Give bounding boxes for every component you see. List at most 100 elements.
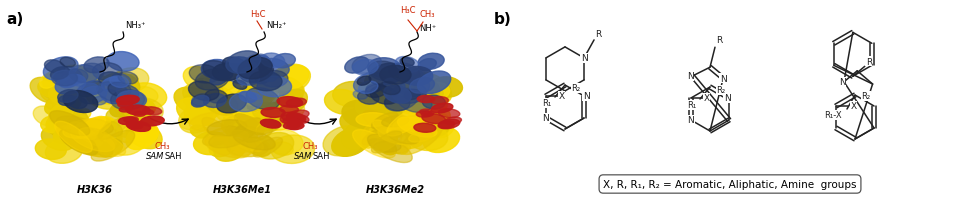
Ellipse shape	[30, 78, 63, 104]
Ellipse shape	[422, 96, 445, 110]
Ellipse shape	[369, 139, 394, 152]
Ellipse shape	[390, 74, 417, 95]
Ellipse shape	[71, 128, 115, 152]
Ellipse shape	[264, 103, 288, 119]
Ellipse shape	[112, 132, 146, 155]
Ellipse shape	[352, 55, 381, 74]
Text: CH₃: CH₃	[302, 141, 318, 150]
Ellipse shape	[226, 126, 258, 153]
Ellipse shape	[67, 125, 89, 144]
Ellipse shape	[128, 120, 157, 143]
Ellipse shape	[271, 65, 309, 90]
Ellipse shape	[406, 124, 448, 151]
Ellipse shape	[86, 83, 124, 110]
Ellipse shape	[224, 137, 249, 153]
Ellipse shape	[239, 92, 257, 103]
Ellipse shape	[271, 66, 310, 94]
Ellipse shape	[40, 72, 60, 89]
Ellipse shape	[58, 74, 81, 88]
Ellipse shape	[384, 79, 405, 92]
Ellipse shape	[204, 74, 224, 89]
Ellipse shape	[444, 117, 462, 125]
Ellipse shape	[101, 81, 128, 99]
Ellipse shape	[41, 83, 72, 104]
Ellipse shape	[191, 95, 222, 117]
Ellipse shape	[63, 119, 107, 139]
Ellipse shape	[287, 111, 309, 120]
Ellipse shape	[356, 121, 392, 145]
Ellipse shape	[112, 74, 131, 87]
Ellipse shape	[257, 77, 292, 97]
Ellipse shape	[387, 110, 422, 136]
Ellipse shape	[56, 108, 87, 129]
Ellipse shape	[184, 108, 206, 124]
Ellipse shape	[258, 59, 290, 78]
Ellipse shape	[125, 105, 150, 116]
Ellipse shape	[275, 90, 307, 116]
Ellipse shape	[205, 90, 227, 104]
Ellipse shape	[99, 73, 122, 86]
Ellipse shape	[107, 52, 139, 72]
Ellipse shape	[55, 70, 90, 98]
Ellipse shape	[274, 77, 303, 99]
Ellipse shape	[75, 109, 90, 120]
Ellipse shape	[256, 75, 270, 84]
Ellipse shape	[399, 78, 430, 97]
Ellipse shape	[418, 59, 436, 71]
Ellipse shape	[408, 131, 434, 142]
Ellipse shape	[425, 99, 447, 115]
Text: N: N	[580, 54, 587, 63]
Ellipse shape	[117, 96, 139, 105]
Ellipse shape	[54, 122, 92, 153]
Ellipse shape	[243, 81, 265, 96]
Ellipse shape	[57, 90, 78, 103]
Text: N: N	[724, 94, 730, 103]
Ellipse shape	[382, 116, 409, 127]
Ellipse shape	[257, 116, 285, 135]
Ellipse shape	[218, 82, 243, 99]
Ellipse shape	[110, 76, 128, 88]
Text: SAM: SAM	[146, 151, 164, 160]
Ellipse shape	[271, 135, 315, 164]
Ellipse shape	[422, 114, 445, 124]
Ellipse shape	[184, 90, 208, 107]
Ellipse shape	[74, 120, 114, 136]
Ellipse shape	[228, 118, 261, 144]
Ellipse shape	[409, 78, 434, 94]
Ellipse shape	[223, 110, 256, 132]
Ellipse shape	[210, 75, 226, 85]
Ellipse shape	[198, 73, 221, 89]
Text: R₂: R₂	[861, 92, 871, 101]
Text: R₂: R₂	[716, 86, 725, 95]
Ellipse shape	[117, 121, 149, 143]
Text: X, R, R₁, R₂ = Aromatic, Aliphatic, Amine  groups: X, R, R₁, R₂ = Aromatic, Aliphatic, Amin…	[604, 179, 856, 189]
Ellipse shape	[119, 72, 138, 85]
Ellipse shape	[114, 97, 145, 118]
Ellipse shape	[389, 64, 420, 83]
Ellipse shape	[382, 95, 404, 110]
Ellipse shape	[260, 120, 281, 129]
Ellipse shape	[386, 101, 425, 126]
Ellipse shape	[108, 83, 131, 97]
Ellipse shape	[240, 129, 258, 141]
Ellipse shape	[224, 108, 263, 135]
Ellipse shape	[367, 135, 412, 163]
Ellipse shape	[357, 84, 393, 108]
Ellipse shape	[212, 93, 247, 119]
Ellipse shape	[420, 109, 432, 114]
Ellipse shape	[364, 95, 383, 108]
Ellipse shape	[257, 105, 295, 130]
Ellipse shape	[101, 117, 117, 129]
Text: X: X	[559, 92, 565, 101]
Ellipse shape	[226, 63, 261, 85]
Ellipse shape	[209, 136, 237, 157]
Ellipse shape	[236, 72, 260, 86]
Ellipse shape	[359, 82, 378, 94]
Ellipse shape	[287, 99, 306, 107]
Ellipse shape	[256, 133, 294, 159]
Ellipse shape	[78, 121, 97, 136]
Ellipse shape	[400, 58, 414, 67]
Ellipse shape	[432, 104, 453, 113]
Ellipse shape	[143, 110, 154, 115]
Ellipse shape	[184, 93, 199, 105]
